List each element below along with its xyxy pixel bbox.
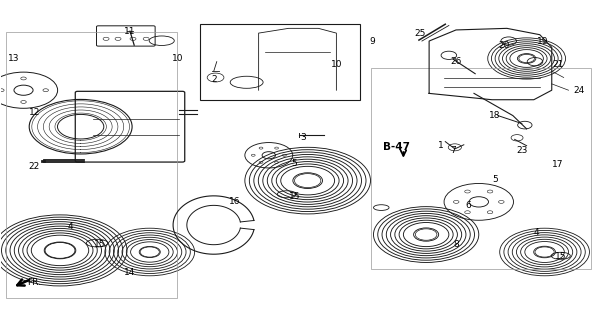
Text: 3: 3 <box>300 133 307 142</box>
Text: 15: 15 <box>555 252 567 261</box>
Text: 11: 11 <box>124 27 136 36</box>
Text: 24: 24 <box>573 86 584 95</box>
Text: 12: 12 <box>29 108 40 117</box>
Text: 26: 26 <box>450 57 462 66</box>
Text: 20: 20 <box>498 41 510 50</box>
Text: 4: 4 <box>534 228 540 237</box>
Text: 15: 15 <box>94 240 106 249</box>
Text: 13: 13 <box>8 54 19 63</box>
Text: 22: 22 <box>29 162 40 171</box>
Bar <box>6 32 177 298</box>
Text: 14: 14 <box>124 268 136 277</box>
Text: 23: 23 <box>516 146 528 155</box>
Text: 10: 10 <box>331 60 342 69</box>
Text: 4: 4 <box>67 222 73 231</box>
Text: 15: 15 <box>288 192 300 201</box>
Text: 21: 21 <box>552 60 563 69</box>
Text: FR.: FR. <box>28 278 41 287</box>
Bar <box>200 24 361 100</box>
Text: 10: 10 <box>172 54 184 63</box>
Text: 6: 6 <box>465 202 471 211</box>
Text: 5: 5 <box>492 174 498 184</box>
Text: 19: 19 <box>537 36 549 45</box>
Text: 25: 25 <box>415 28 426 38</box>
Text: 17: 17 <box>552 160 564 169</box>
Text: 7: 7 <box>450 146 456 155</box>
Text: 9: 9 <box>370 36 375 45</box>
Text: 18: 18 <box>489 111 501 120</box>
Text: B-47: B-47 <box>383 142 410 152</box>
Bar <box>371 68 591 269</box>
Text: 16: 16 <box>229 197 240 206</box>
Text: 8: 8 <box>453 240 459 249</box>
Text: 5: 5 <box>291 159 297 168</box>
Text: 1: 1 <box>438 141 444 150</box>
Text: 2: 2 <box>211 75 216 84</box>
